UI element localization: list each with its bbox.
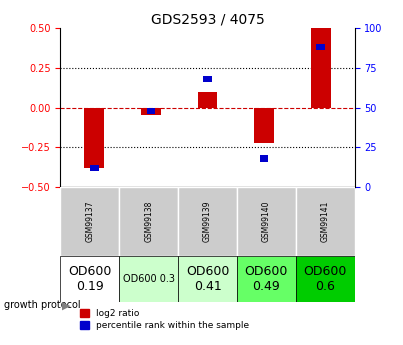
FancyBboxPatch shape: [237, 187, 296, 256]
Text: OD600
0.19: OD600 0.19: [68, 265, 112, 293]
Bar: [197, 91, 218, 108]
FancyBboxPatch shape: [60, 187, 119, 256]
Text: OD600
0.41: OD600 0.41: [186, 265, 229, 293]
Text: growth protocol: growth protocol: [4, 300, 81, 310]
FancyBboxPatch shape: [237, 256, 296, 302]
Legend: log2 ratio, percentile rank within the sample: log2 ratio, percentile rank within the s…: [80, 309, 249, 330]
Bar: [316, 43, 325, 50]
FancyBboxPatch shape: [296, 256, 355, 302]
Text: ▶: ▶: [62, 300, 71, 310]
Title: GDS2593 / 4075: GDS2593 / 4075: [151, 12, 264, 27]
Bar: [90, 165, 99, 171]
Bar: [254, 108, 274, 143]
Text: GSM99141: GSM99141: [321, 201, 330, 242]
FancyBboxPatch shape: [119, 187, 178, 256]
Text: OD600 0.3: OD600 0.3: [123, 274, 175, 284]
Bar: [311, 28, 330, 108]
Text: GSM99137: GSM99137: [85, 201, 94, 243]
FancyBboxPatch shape: [178, 256, 237, 302]
FancyBboxPatch shape: [296, 187, 355, 256]
Bar: [141, 108, 161, 116]
Bar: [203, 76, 212, 82]
FancyBboxPatch shape: [119, 256, 178, 302]
Text: OD600
0.6: OD600 0.6: [303, 265, 347, 293]
FancyBboxPatch shape: [60, 256, 119, 302]
Text: GSM99138: GSM99138: [144, 201, 153, 242]
FancyBboxPatch shape: [178, 187, 237, 256]
Bar: [85, 108, 104, 168]
Bar: [260, 156, 268, 162]
Text: GSM99140: GSM99140: [262, 201, 271, 243]
Text: OD600
0.49: OD600 0.49: [245, 265, 288, 293]
Text: GSM99139: GSM99139: [203, 201, 212, 243]
Bar: [147, 108, 155, 114]
